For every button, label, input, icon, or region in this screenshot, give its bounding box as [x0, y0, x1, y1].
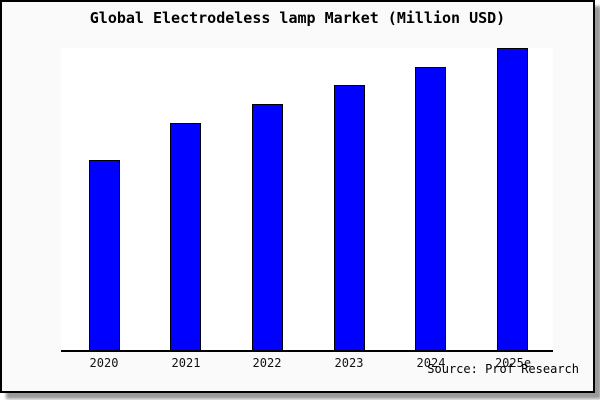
- source-credit: Source: Prof Research: [427, 362, 579, 376]
- plot-area: [61, 48, 553, 352]
- x-tick-2025e: 2025e: [494, 356, 532, 370]
- bar-2023: [334, 85, 365, 350]
- bar-2025e: [497, 48, 528, 350]
- bar-2022: [252, 104, 283, 350]
- chart-title: Global Electrodeless lamp Market (Millio…: [89, 9, 506, 27]
- bar-2020: [89, 160, 120, 350]
- bar-2021: [170, 123, 201, 350]
- bar-2024: [415, 67, 446, 350]
- x-tick-2022: 2022: [252, 356, 282, 370]
- chart-card: Global Electrodeless lamp Market (Millio…: [0, 0, 595, 393]
- x-tick-2023: 2023: [334, 356, 364, 370]
- x-tick-2024: 2024: [416, 356, 446, 370]
- x-tick-2021: 2021: [171, 356, 201, 370]
- x-axis-labels: 2020 2021 2022 2023 2024 2025e: [61, 354, 553, 372]
- x-tick-2020: 2020: [89, 356, 119, 370]
